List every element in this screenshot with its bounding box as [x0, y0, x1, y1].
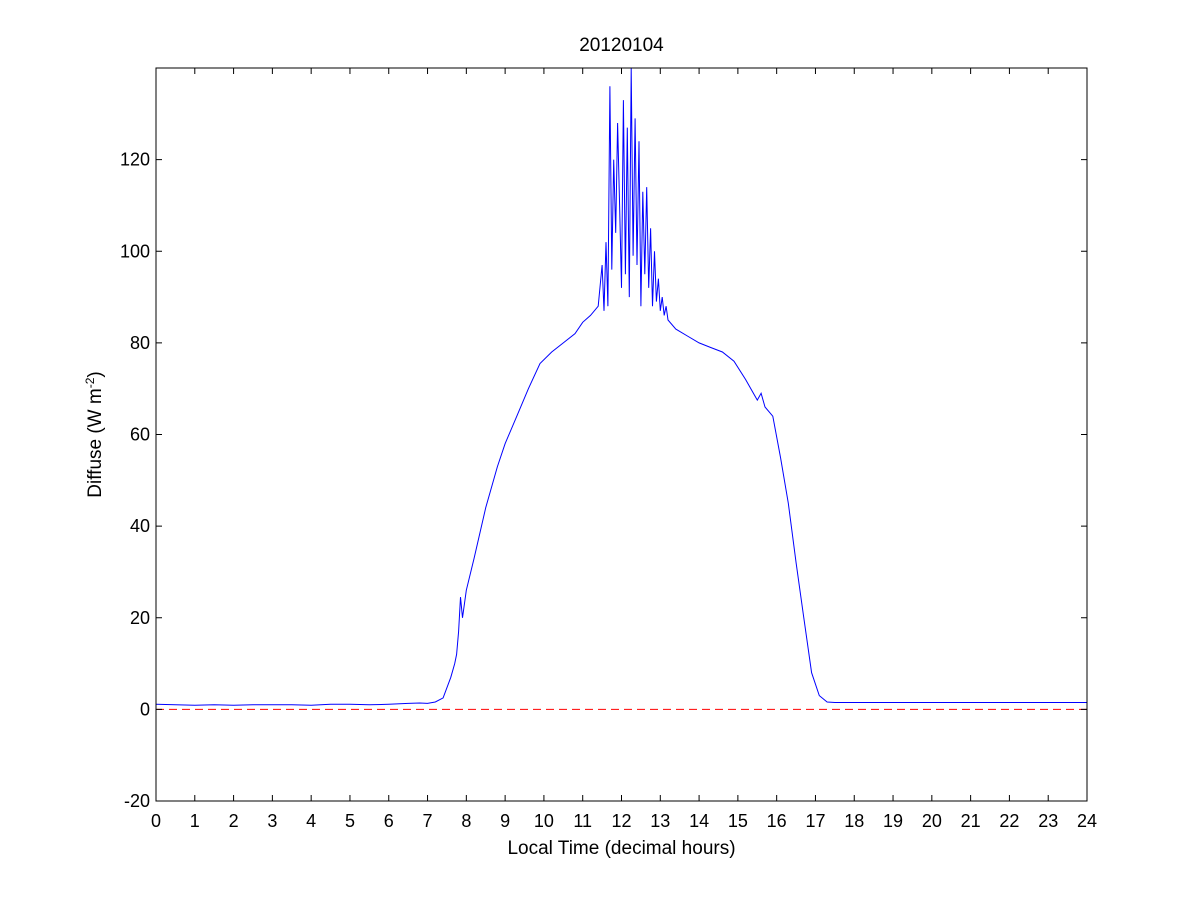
x-tick-label: 23	[1038, 811, 1058, 831]
x-tick-label: 24	[1077, 811, 1097, 831]
x-tick-label: 20	[922, 811, 942, 831]
x-tick-label: 5	[345, 811, 355, 831]
x-tick-label: 8	[461, 811, 471, 831]
x-tick-label: 9	[500, 811, 510, 831]
x-tick-label: 3	[267, 811, 277, 831]
series-layer	[155, 67, 1087, 710]
x-tick-label: 11	[573, 811, 592, 831]
x-tick-label: 22	[999, 811, 1019, 831]
x-axis-label: Local Time (decimal hours)	[507, 838, 735, 859]
x-tick-label: 7	[423, 811, 433, 831]
diffuse-series-line	[155, 67, 1087, 706]
x-tick-label: 1	[190, 811, 200, 831]
y-axis-label: Diffuse (W m-2)	[83, 371, 106, 497]
y-tick-label: -20	[124, 791, 150, 811]
x-tick-label: 10	[534, 811, 554, 831]
y-tick-label: 40	[130, 516, 150, 536]
x-tick-label: 21	[961, 811, 981, 831]
plot-area	[156, 68, 1087, 801]
x-tick-label: 17	[805, 811, 825, 831]
x-tick-label: 13	[650, 811, 670, 831]
y-tick-label: 100	[120, 241, 150, 261]
x-tick-label: 18	[844, 811, 864, 831]
x-tick-label: 19	[883, 811, 903, 831]
x-tick-label: 2	[229, 811, 239, 831]
x-tick-label: 0	[151, 811, 161, 831]
y-tick-label: 20	[130, 608, 150, 628]
y-tick-label: 120	[120, 150, 150, 170]
y-axis-label-superscript: -2	[83, 377, 97, 388]
x-tick-label: 6	[384, 811, 394, 831]
x-tick-label: 16	[767, 811, 787, 831]
x-tick-label: 14	[689, 811, 709, 831]
x-tick-label: 15	[728, 811, 748, 831]
chart-title: 20120104	[579, 35, 664, 56]
x-tick-label: 4	[306, 811, 316, 831]
y-tick-label: 60	[130, 425, 150, 445]
y-axis-label-main: Diffuse (W m	[85, 388, 106, 497]
y-axis-label-close: )	[85, 371, 106, 377]
tick-layer: 0 1 2 3 4 5 6 7 8 9 10 11 12 13 14 15 16 17 18 19 20 21 22 23 24…	[120, 68, 1097, 831]
x-tick-label: 12	[611, 811, 631, 831]
y-tick-label: 0	[140, 699, 150, 719]
y-tick-label: 80	[130, 333, 150, 353]
